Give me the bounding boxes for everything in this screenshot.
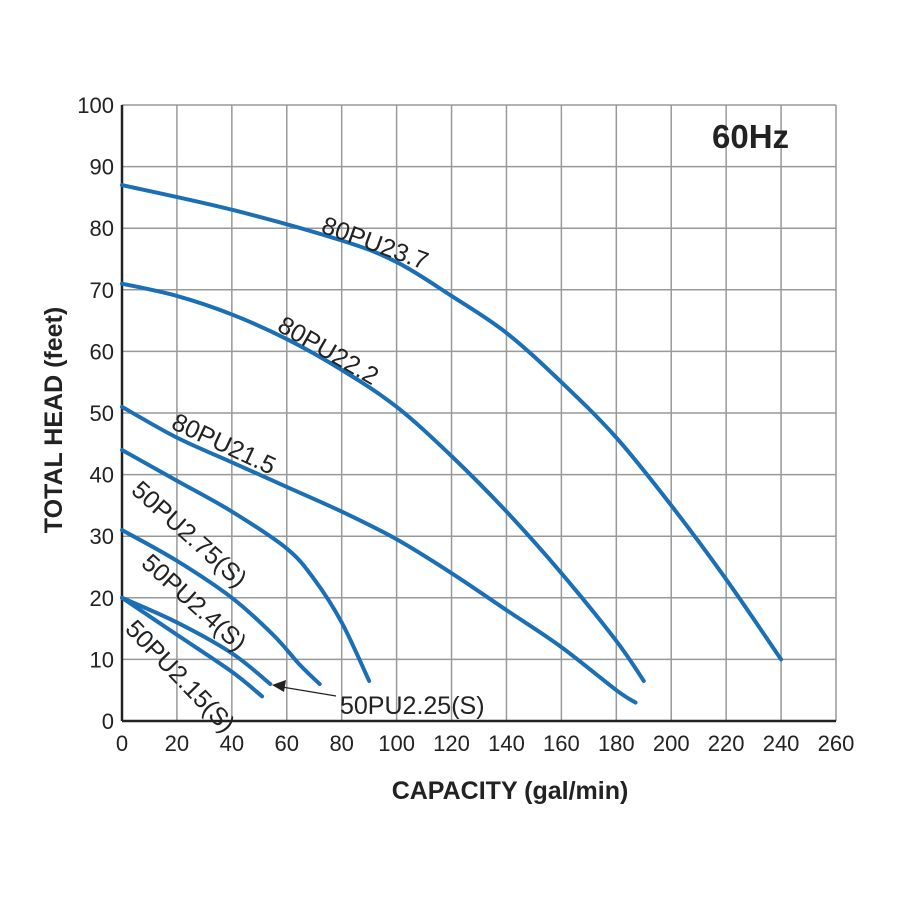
y-tick-label: 50	[90, 401, 114, 426]
y-tick-label: 20	[90, 586, 114, 611]
y-tick-label: 40	[90, 463, 114, 488]
x-tick-label: 120	[433, 731, 470, 756]
y-tick-label: 0	[102, 709, 114, 734]
y-tick-label: 60	[90, 339, 114, 364]
series-label-80PU23.7: 80PU23.7	[318, 211, 432, 275]
x-tick-label: 160	[543, 731, 580, 756]
y-tick-label: 70	[90, 278, 114, 303]
x-tick-label: 200	[653, 731, 690, 756]
series-label-80PU21.5: 80PU21.5	[167, 408, 280, 480]
x-tick-label: 20	[165, 731, 189, 756]
x-axis-title: CAPACITY (gal/min)	[392, 777, 629, 805]
x-tick-label: 80	[329, 731, 353, 756]
x-tick-label: 180	[598, 731, 635, 756]
series-line-50PU2.75(S)	[120, 447, 372, 683]
frequency-label: 60Hz	[712, 118, 789, 155]
x-tick-label: 220	[708, 731, 745, 756]
x-tick-label: 40	[220, 731, 244, 756]
series-line-50PU2.4(S)	[120, 528, 322, 687]
x-tick-label: 140	[488, 731, 525, 756]
series-line-80PU23.7	[120, 183, 784, 662]
x-tick-label: 260	[818, 731, 855, 756]
y-tick-label: 80	[90, 216, 114, 241]
series-line-80PU22.2	[120, 281, 646, 683]
x-tick-label: 0	[116, 731, 128, 756]
y-axis-title: TOTAL HEAD (feet)	[40, 307, 68, 533]
series-line-80PU21.5	[120, 404, 638, 705]
annotation-arrow	[275, 685, 337, 697]
y-tick-label: 90	[90, 155, 114, 180]
arrow-head-icon	[272, 680, 286, 692]
y-tick-label: 100	[77, 93, 114, 118]
series-label-50PU2.25S: 50PU2.25(S)	[340, 692, 485, 720]
y-tick-label: 30	[90, 524, 114, 549]
x-tick-label: 100	[378, 731, 415, 756]
y-tick-label: 10	[90, 647, 114, 672]
x-tick-label: 60	[275, 731, 299, 756]
series-line-50PU2.15(S)	[120, 595, 265, 699]
x-tick-label: 240	[763, 731, 800, 756]
series-line-50PU2.25(S)	[120, 595, 273, 687]
